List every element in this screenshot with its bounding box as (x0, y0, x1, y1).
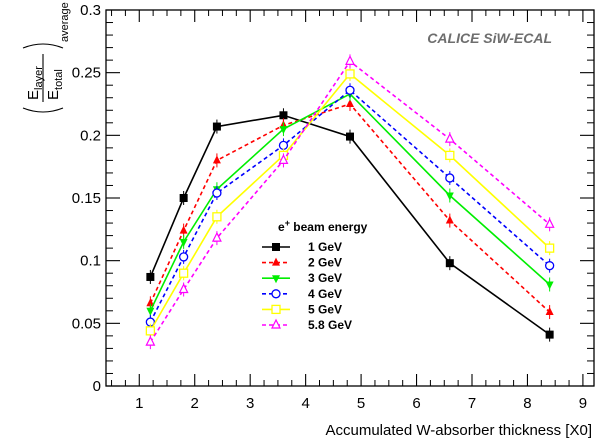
marker-square (346, 132, 354, 141)
chart-annotation: CALICE SiW-ECAL (427, 30, 552, 46)
legend-entry: 2 GeV (262, 256, 342, 270)
marker-square (279, 111, 288, 120)
legend-label: 2 GeV (308, 256, 342, 270)
y-title-suffix: average (59, 2, 71, 42)
legend-title-sup: + (285, 218, 290, 228)
y-title-num-sub: layer (33, 66, 45, 90)
series-1-gev (146, 108, 554, 342)
series-3-gev (146, 86, 554, 318)
legend-label: 3 GeV (308, 271, 342, 285)
y-tick-label: 0.05 (72, 315, 101, 332)
marker-triangle (272, 257, 280, 266)
x-tick-label: 8 (523, 395, 531, 412)
x-tick-label: 6 (412, 395, 420, 412)
x-tick-label: 1 (135, 395, 143, 412)
marker-triangle-open (178, 283, 189, 294)
marker-square (212, 122, 221, 131)
legend-entry: 5 GeV (262, 302, 342, 316)
marker-triangle-open (145, 335, 156, 346)
marker-circle-open (445, 173, 455, 183)
marker-square (146, 272, 155, 281)
y-title-num-symbol: E (25, 90, 42, 100)
series-4-gev (145, 83, 555, 330)
marker-triangle (212, 155, 221, 164)
marker-triangle-down (146, 307, 155, 316)
axis-ticks: 0 0.05 0.1 0.15 0.2 0.25 0.3 1 2 3 4 5 6 7 8 9 (72, 2, 594, 412)
marker-square-open (145, 326, 156, 336)
marker-triangle-open (271, 318, 281, 329)
x-tick-label: 7 (468, 395, 476, 412)
marker-triangle-open (345, 55, 355, 65)
marker-circle-open (544, 261, 555, 271)
x-tick-label: 2 (191, 395, 199, 412)
series-line (149, 89, 551, 323)
x-tick-label: 9 (579, 395, 587, 412)
legend-entry: 1 GeV (262, 240, 342, 254)
marker-square (545, 330, 554, 339)
marker-triangle-down (272, 275, 280, 284)
marker-triangle-open (278, 154, 289, 164)
marker-square-open (445, 150, 455, 161)
marker-square-open (212, 212, 222, 222)
y-title-den-sub: total (53, 69, 65, 90)
marker-circle-open (271, 289, 281, 299)
marker-triangle (346, 99, 354, 107)
series-5.8-gev (145, 54, 555, 350)
series-layer (145, 54, 555, 350)
marker-square (445, 259, 454, 268)
y-tick-label: 0 (93, 378, 101, 395)
marker-circle-open (345, 85, 355, 95)
marker-triangle (545, 307, 554, 316)
marker-triangle-down (179, 238, 188, 247)
x-tick-label: 4 (301, 395, 309, 412)
y-tick-label: 0.1 (80, 253, 101, 270)
y-title-denominator: Etotal (45, 69, 65, 100)
marker-square-open (178, 268, 189, 278)
series-line (149, 92, 551, 312)
y-title-paren-left (22, 107, 64, 113)
y-title-numerator: Elayer (25, 66, 45, 100)
legend-entry: 4 GeV (262, 287, 342, 301)
legend-entry: 3 GeV (262, 271, 342, 285)
y-title-den-symbol: E (45, 90, 62, 100)
marker-circle-open (212, 188, 222, 198)
marker-square (272, 243, 280, 251)
marker-triangle (146, 298, 155, 307)
marker-triangle-open (211, 231, 222, 242)
y-title-paren-right (22, 43, 64, 49)
marker-square-open (345, 69, 355, 79)
legend-label: 4 GeV (308, 287, 342, 301)
y-tick-label: 0.2 (80, 127, 101, 144)
marker-triangle-down (279, 126, 288, 135)
marker-triangle-down (445, 192, 454, 201)
y-tick-label: 0.3 (80, 2, 101, 19)
y-tick-label: 0.15 (72, 190, 101, 207)
x-axis-title: Accumulated W-absorber thickness [X0] (325, 422, 592, 439)
legend-label: 5 GeV (308, 302, 342, 316)
marker-square-open (544, 243, 555, 253)
marker-triangle-open (544, 217, 555, 228)
legend-label: 5.8 GeV (308, 318, 352, 332)
marker-triangle (179, 225, 188, 234)
legend-entry: 5.8 GeV (262, 318, 352, 332)
marker-triangle-down (545, 281, 554, 290)
legend-label: 1 GeV (308, 240, 342, 254)
marker-square (179, 194, 188, 202)
legend-title-suffix: beam energy (290, 220, 368, 234)
marker-circle-open (178, 252, 189, 262)
marker-circle-open (278, 140, 289, 151)
marker-triangle (445, 215, 454, 224)
y-axis-title: Elayer Etotal average (22, 2, 71, 113)
x-tick-label: 3 (246, 395, 254, 412)
legend-title: e+ beam energy (278, 218, 368, 234)
legend-title-prefix: e (278, 220, 285, 234)
x-tick-label: 5 (357, 395, 365, 412)
y-tick-label: 0.25 (72, 65, 101, 82)
marker-square-open (271, 304, 281, 315)
marker-triangle-open (444, 132, 455, 143)
